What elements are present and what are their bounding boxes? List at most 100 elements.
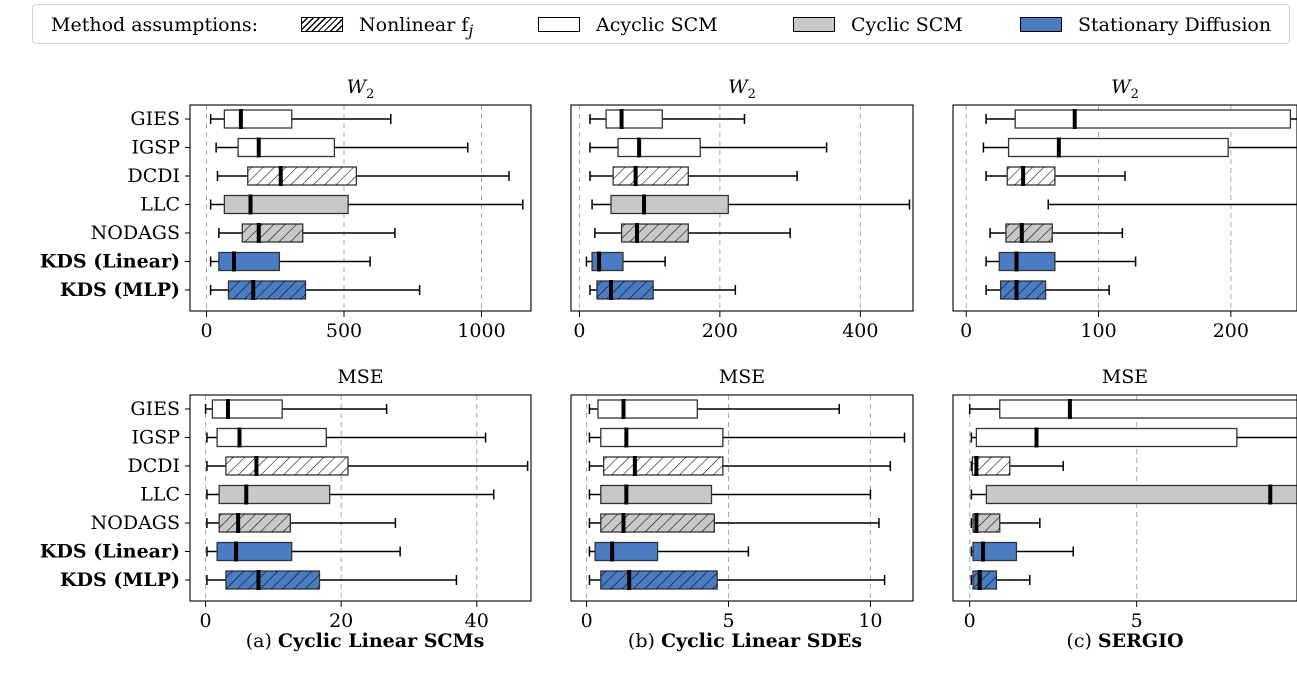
box-hatch xyxy=(972,457,1010,475)
panel-title: W2 xyxy=(347,76,375,102)
box xyxy=(218,251,281,272)
box-hatch xyxy=(225,571,320,589)
panel-3: W2 0 100 200 xyxy=(952,76,1297,342)
box-hatch xyxy=(1007,167,1055,185)
panel-1: W2 0 500 1000 GIES IGSP DCDI LLC NODAGS KDS (Line… xyxy=(40,76,532,342)
method-label: KDS (MLP) xyxy=(60,279,180,301)
x-tick-label: 100 xyxy=(1080,320,1116,342)
box xyxy=(972,541,1018,562)
legend-label-cyclic: Cyclic SCM xyxy=(851,14,963,36)
panel-title: MSE xyxy=(1102,366,1148,388)
box-group xyxy=(968,399,1297,590)
panel-4: MSE 0 20 40 GIES IGSP DCDI LLC NODAGS KDS (Linear… xyxy=(40,366,532,632)
caption-c-title: SERGIO xyxy=(1097,630,1184,652)
x-tick-label: 0 xyxy=(960,320,972,342)
panel-title: MSE xyxy=(337,366,383,388)
caption-c: (c) SERGIO xyxy=(1066,630,1184,652)
box xyxy=(223,194,349,215)
method-label: NODAGS xyxy=(91,222,180,244)
box xyxy=(998,251,1056,272)
box-hatch xyxy=(600,571,718,589)
x-tick-label: 0 xyxy=(200,610,212,632)
box-group xyxy=(588,399,906,590)
box xyxy=(600,484,713,505)
white-swatch-icon xyxy=(538,17,580,32)
box-hatch xyxy=(603,457,723,475)
x-tick-label: 0 xyxy=(200,320,212,342)
method-label: DCDI xyxy=(127,455,180,477)
panel-2: W2 0 200 400 xyxy=(570,76,914,342)
box-hatch xyxy=(242,224,303,242)
box xyxy=(237,137,336,158)
box-hatch xyxy=(228,281,306,299)
x-tick-label: 0 xyxy=(573,320,585,342)
box xyxy=(975,427,1238,448)
box-hatch xyxy=(973,571,997,589)
legend-label-diffusion: Stationary Diffusion xyxy=(1078,14,1272,36)
legend: Method assumptions: Nonlinear fj Acyclic… xyxy=(32,4,1290,44)
method-label: LLC xyxy=(140,194,180,216)
panel-title: W2 xyxy=(1111,76,1139,102)
box-hatch xyxy=(596,281,654,299)
method-label: KDS (Linear) xyxy=(40,541,180,563)
box xyxy=(597,399,698,419)
x-tick-label: 500 xyxy=(326,320,362,342)
box xyxy=(610,194,729,215)
box xyxy=(999,399,1297,419)
box xyxy=(605,109,663,129)
method-label: NODAGS xyxy=(91,512,180,534)
panel-frame xyxy=(570,104,914,312)
legend-subscript: j xyxy=(468,20,474,40)
box xyxy=(216,541,293,562)
x-tick-label: 20 xyxy=(329,610,353,632)
box xyxy=(218,484,331,505)
box-hatch xyxy=(600,514,715,532)
legend-label-acyclic: Acyclic SCM xyxy=(596,14,718,36)
method-label: KDS (Linear) xyxy=(40,251,180,273)
panel-frame xyxy=(952,394,1297,602)
caption-a-title: Cyclic Linear SCMs xyxy=(277,630,485,652)
x-tick-label: 40 xyxy=(465,610,489,632)
panel-6: MSE 0 5 xyxy=(952,366,1297,632)
method-label: GIES xyxy=(130,108,180,130)
caption-a: (a) Cyclic Linear SCMs xyxy=(245,630,485,652)
box xyxy=(600,427,724,448)
x-tick-label: 200 xyxy=(1213,320,1249,342)
box-group xyxy=(209,109,524,300)
box xyxy=(594,541,659,562)
x-tick-label: 10 xyxy=(858,610,882,632)
x-tick-label: 0 xyxy=(581,610,593,632)
caption-b: (b) Cyclic Linear SDEs xyxy=(627,630,863,652)
box-hatch xyxy=(247,167,357,185)
panel-title: W2 xyxy=(728,76,756,102)
box-group xyxy=(204,399,529,590)
legend-title: Method assumptions: xyxy=(51,14,258,36)
box-hatch xyxy=(1005,224,1053,242)
x-tick-label: 0 xyxy=(964,610,976,632)
panel-5: MSE 0 5 10 xyxy=(570,366,914,632)
box-group xyxy=(585,109,911,300)
panel-frame xyxy=(189,394,532,602)
panel-frame xyxy=(570,394,914,602)
gray-swatch-icon xyxy=(793,17,835,32)
box xyxy=(1007,137,1229,158)
box-hatch xyxy=(1000,281,1046,299)
method-label: DCDI xyxy=(127,165,180,187)
panel-title: MSE xyxy=(719,366,765,388)
box xyxy=(1014,109,1292,129)
x-tick-label: 400 xyxy=(842,320,878,342)
panel-frame xyxy=(952,104,1297,312)
x-tick-label: 1000 xyxy=(457,320,505,342)
box xyxy=(985,484,1297,505)
method-label: IGSP xyxy=(132,427,181,449)
box xyxy=(591,251,624,272)
method-label: IGSP xyxy=(132,137,181,159)
box xyxy=(216,427,327,448)
box-hatch xyxy=(225,457,348,475)
legend-label-nonlinear: Nonlinear f xyxy=(359,14,469,36)
box-hatch xyxy=(219,514,291,532)
blue-swatch-icon xyxy=(1020,17,1062,32)
method-label: KDS (MLP) xyxy=(60,569,180,591)
box xyxy=(617,137,701,158)
